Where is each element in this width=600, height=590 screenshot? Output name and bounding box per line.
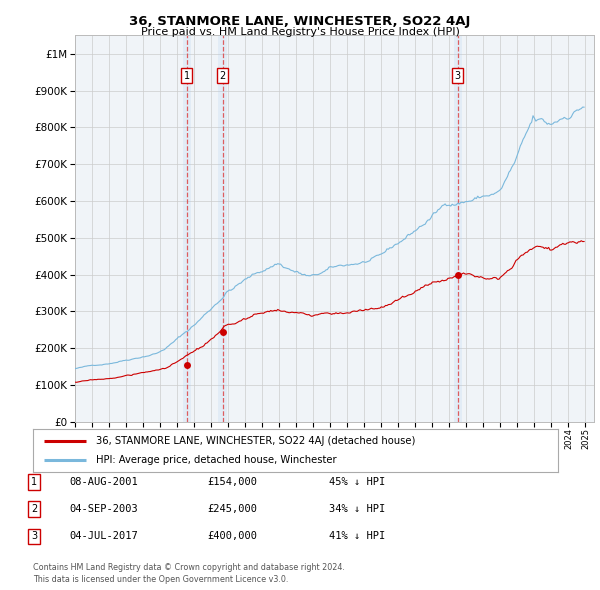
Text: 1: 1 — [31, 477, 37, 487]
Text: 1: 1 — [184, 71, 190, 81]
Text: 36, STANMORE LANE, WINCHESTER, SO22 4AJ: 36, STANMORE LANE, WINCHESTER, SO22 4AJ — [130, 15, 470, 28]
Bar — [454, 35, 462, 422]
Text: 3: 3 — [31, 532, 37, 541]
Text: This data is licensed under the Open Government Licence v3.0.: This data is licensed under the Open Gov… — [33, 575, 289, 584]
Text: Contains HM Land Registry data © Crown copyright and database right 2024.: Contains HM Land Registry data © Crown c… — [33, 563, 345, 572]
Text: 08-AUG-2001: 08-AUG-2001 — [69, 477, 138, 487]
Text: £154,000: £154,000 — [207, 477, 257, 487]
Text: 2: 2 — [220, 71, 226, 81]
Text: 41% ↓ HPI: 41% ↓ HPI — [329, 532, 385, 541]
Text: 04-SEP-2003: 04-SEP-2003 — [69, 504, 138, 514]
Bar — [183, 35, 191, 422]
Text: 3: 3 — [455, 71, 461, 81]
Text: 2: 2 — [31, 504, 37, 514]
Text: £400,000: £400,000 — [207, 532, 257, 541]
Text: 04-JUL-2017: 04-JUL-2017 — [69, 532, 138, 541]
Text: 34% ↓ HPI: 34% ↓ HPI — [329, 504, 385, 514]
Text: £245,000: £245,000 — [207, 504, 257, 514]
Text: 36, STANMORE LANE, WINCHESTER, SO22 4AJ (detached house): 36, STANMORE LANE, WINCHESTER, SO22 4AJ … — [96, 435, 415, 445]
Text: HPI: Average price, detached house, Winchester: HPI: Average price, detached house, Winc… — [96, 455, 337, 466]
Bar — [218, 35, 227, 422]
Text: 45% ↓ HPI: 45% ↓ HPI — [329, 477, 385, 487]
Text: Price paid vs. HM Land Registry's House Price Index (HPI): Price paid vs. HM Land Registry's House … — [140, 27, 460, 37]
